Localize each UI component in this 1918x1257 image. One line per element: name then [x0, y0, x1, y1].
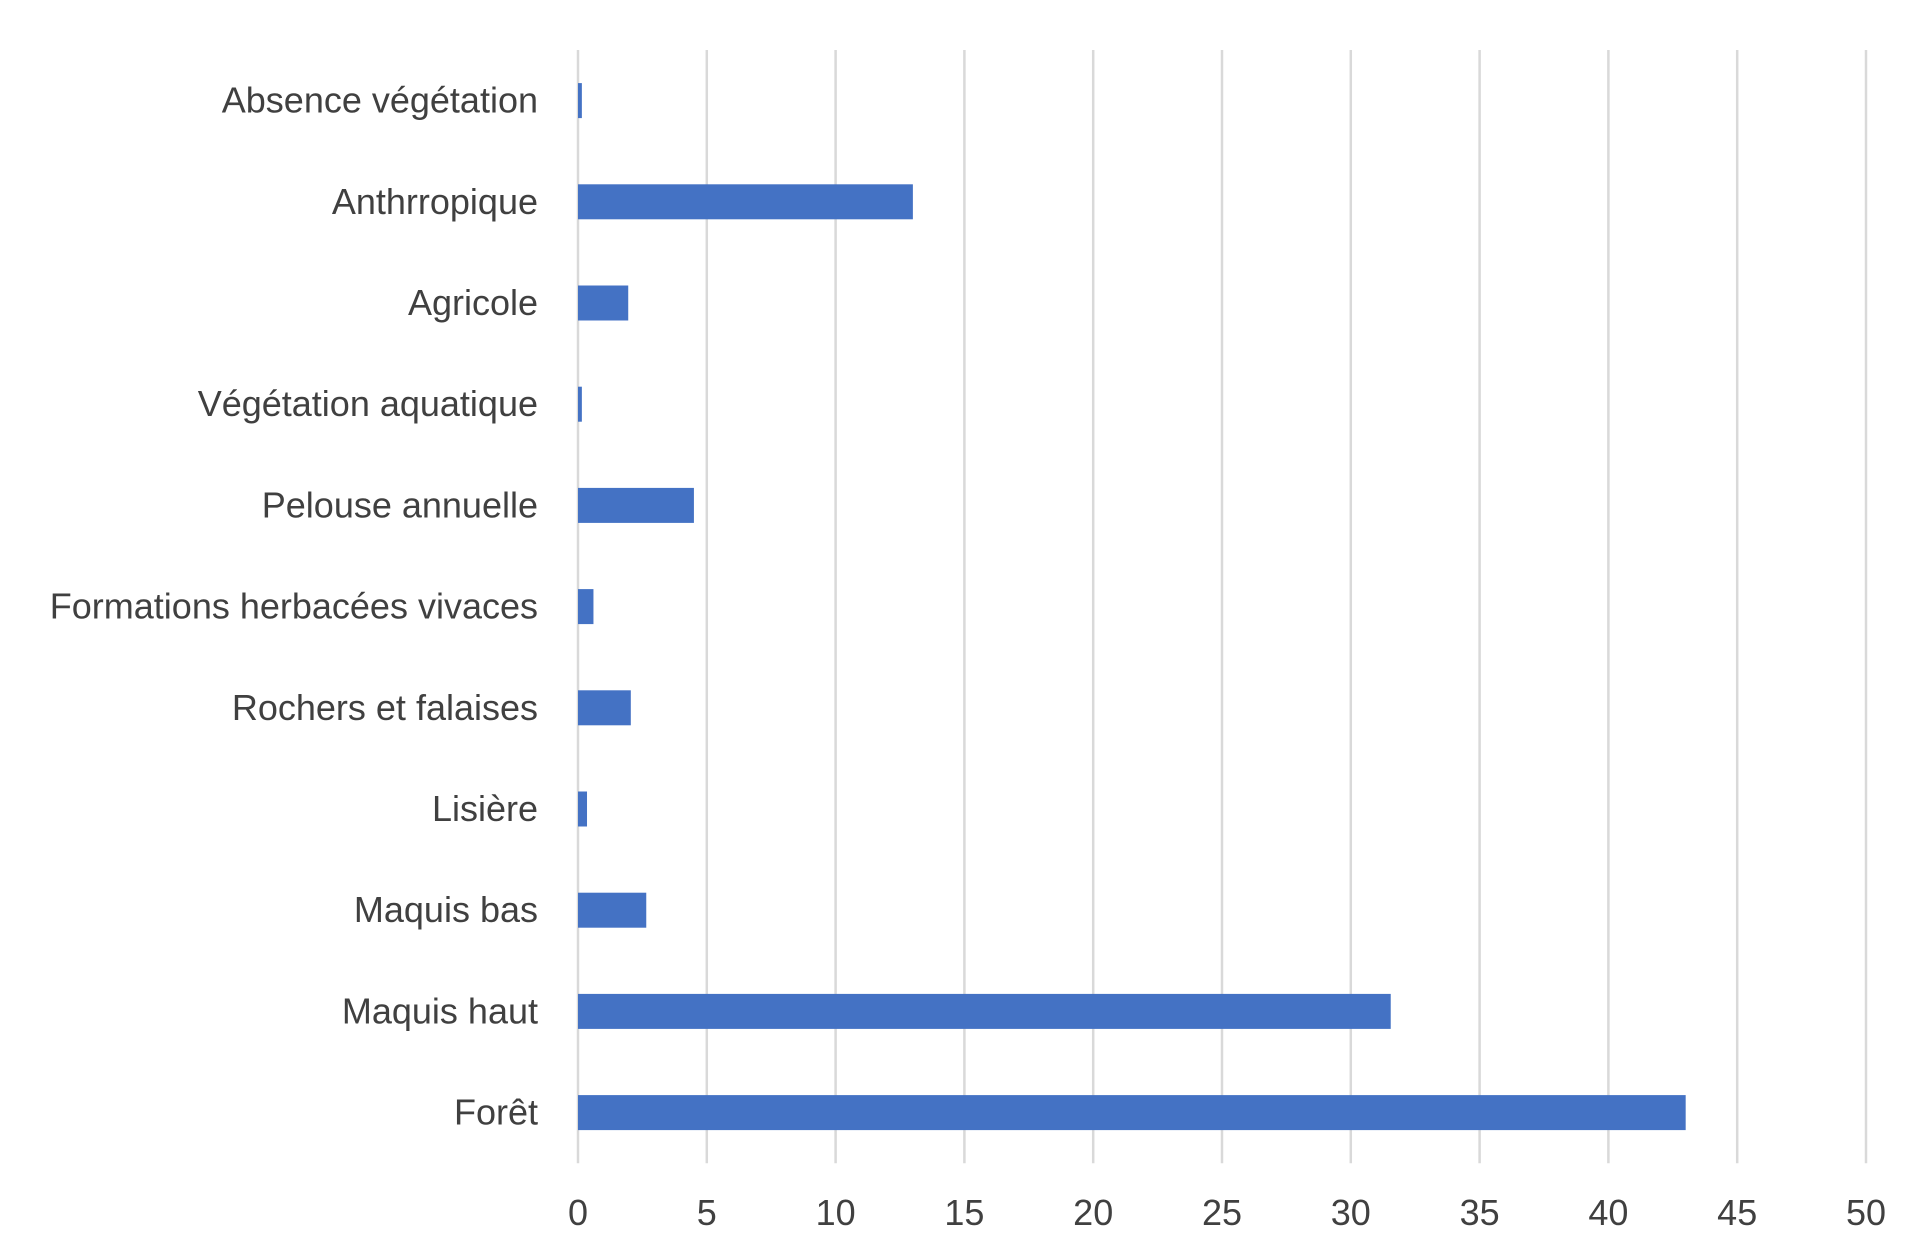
- x-tick-labels: 0 5 10 15 20 25 30 35 40 45 50: [568, 1192, 1886, 1233]
- x-tick-label: 45: [1717, 1192, 1757, 1233]
- bar: [578, 386, 582, 422]
- x-tick-label: 15: [944, 1192, 984, 1233]
- x-tick-label: 10: [816, 1192, 856, 1233]
- category-label: Agricole: [408, 282, 538, 323]
- category-label: Végétation aquatique: [198, 383, 538, 424]
- category-labels: Absence végétation Anthrropique Agricole Vé…: [50, 80, 538, 1133]
- x-tick-label: 40: [1588, 1192, 1628, 1233]
- x-tick-label: 20: [1073, 1192, 1113, 1233]
- bars: [578, 83, 1686, 1131]
- bar: [578, 285, 629, 321]
- x-tick-label: 30: [1331, 1192, 1371, 1233]
- x-tick-label: 25: [1202, 1192, 1242, 1233]
- bar: [578, 83, 582, 119]
- category-label: Maquis haut: [342, 990, 538, 1031]
- bar: [578, 892, 647, 928]
- category-label: Forêt: [454, 1092, 538, 1133]
- category-label: Anthrropique: [332, 181, 538, 222]
- category-label: Pelouse annuelle: [262, 484, 538, 525]
- category-label: Rochers et falaises: [232, 687, 538, 728]
- bar: [578, 993, 1391, 1029]
- gridlines: [576, 50, 1868, 1164]
- bar: [578, 791, 588, 827]
- x-tick-label: 5: [697, 1192, 717, 1233]
- category-label: Maquis bas: [354, 889, 538, 930]
- category-label: Lisière: [432, 788, 538, 829]
- bar: [578, 1095, 1686, 1131]
- category-label: Formations herbacées vivaces: [50, 586, 538, 627]
- x-tick-label: 50: [1846, 1192, 1886, 1233]
- x-tick-label: 35: [1460, 1192, 1500, 1233]
- bar: [578, 184, 913, 220]
- bar: [578, 690, 631, 726]
- bar: [578, 487, 694, 523]
- x-tick-label: 0: [568, 1192, 588, 1233]
- bar: [578, 589, 594, 625]
- category-label: Absence végétation: [222, 80, 538, 121]
